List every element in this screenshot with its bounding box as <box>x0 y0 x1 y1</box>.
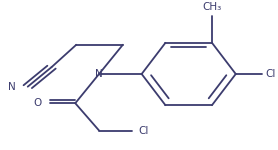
Text: N: N <box>95 69 103 79</box>
Text: Cl: Cl <box>265 69 276 79</box>
Text: Cl: Cl <box>139 126 149 135</box>
Text: N: N <box>8 82 16 92</box>
Text: CH₃: CH₃ <box>202 2 222 12</box>
Text: O: O <box>33 98 42 108</box>
